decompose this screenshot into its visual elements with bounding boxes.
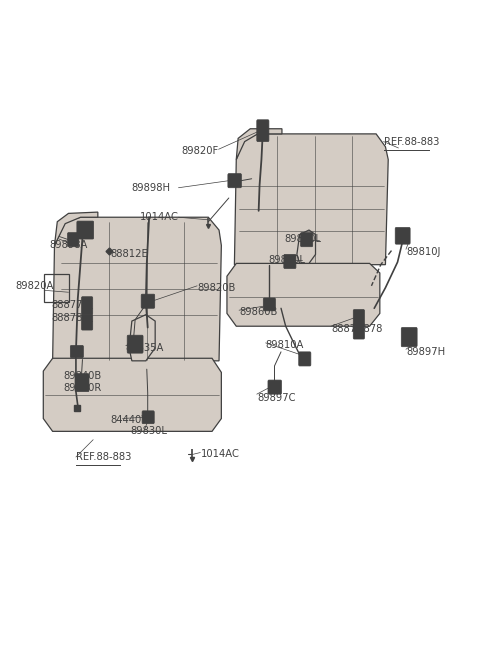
Polygon shape	[129, 314, 155, 361]
FancyBboxPatch shape	[401, 328, 417, 346]
FancyBboxPatch shape	[82, 297, 93, 314]
Text: REF.88-883: REF.88-883	[76, 452, 132, 462]
Text: 89840L: 89840L	[284, 234, 321, 244]
Polygon shape	[297, 230, 315, 263]
Text: 89840B: 89840B	[64, 371, 102, 381]
FancyBboxPatch shape	[82, 314, 93, 330]
Text: 88878: 88878	[351, 324, 382, 334]
FancyBboxPatch shape	[300, 233, 312, 247]
Text: 89810A: 89810A	[265, 341, 304, 350]
FancyBboxPatch shape	[75, 373, 89, 392]
FancyBboxPatch shape	[264, 298, 276, 311]
Text: 89860B: 89860B	[239, 307, 277, 317]
Text: 89897C: 89897C	[258, 393, 296, 403]
Text: 88878: 88878	[51, 313, 83, 323]
FancyBboxPatch shape	[127, 335, 143, 353]
FancyBboxPatch shape	[353, 324, 364, 339]
Text: 1014AC: 1014AC	[200, 449, 239, 459]
Text: 84440W: 84440W	[110, 415, 152, 425]
FancyBboxPatch shape	[141, 294, 155, 309]
FancyBboxPatch shape	[284, 254, 296, 269]
FancyBboxPatch shape	[71, 345, 84, 358]
Polygon shape	[227, 263, 380, 326]
Text: 89830R: 89830R	[64, 383, 102, 393]
FancyBboxPatch shape	[299, 352, 311, 366]
Polygon shape	[55, 212, 98, 246]
Text: 89830L: 89830L	[131, 426, 168, 436]
FancyBboxPatch shape	[268, 380, 281, 394]
Text: 89835A: 89835A	[126, 343, 164, 353]
Polygon shape	[53, 217, 221, 361]
Polygon shape	[234, 134, 388, 265]
Text: 89898A: 89898A	[50, 240, 88, 250]
FancyBboxPatch shape	[257, 120, 269, 141]
FancyBboxPatch shape	[353, 310, 364, 325]
FancyBboxPatch shape	[68, 233, 79, 247]
Text: 88812E: 88812E	[110, 249, 148, 259]
Polygon shape	[43, 358, 221, 432]
Text: 89820B: 89820B	[197, 283, 236, 293]
Text: 89810J: 89810J	[407, 247, 441, 257]
Text: 89897H: 89897H	[407, 347, 446, 357]
Text: 89820A: 89820A	[15, 281, 54, 291]
Text: 89898H: 89898H	[131, 183, 170, 193]
FancyBboxPatch shape	[395, 227, 410, 244]
FancyBboxPatch shape	[228, 174, 241, 188]
FancyBboxPatch shape	[77, 221, 94, 239]
FancyBboxPatch shape	[142, 411, 154, 424]
Text: 89840L: 89840L	[268, 255, 305, 265]
Polygon shape	[236, 129, 282, 160]
Text: 1014AC: 1014AC	[140, 212, 179, 222]
Text: 88877: 88877	[331, 324, 362, 334]
Text: 88877: 88877	[51, 300, 83, 310]
Text: 89820F: 89820F	[182, 146, 219, 156]
Text: REF.88-883: REF.88-883	[384, 137, 440, 147]
